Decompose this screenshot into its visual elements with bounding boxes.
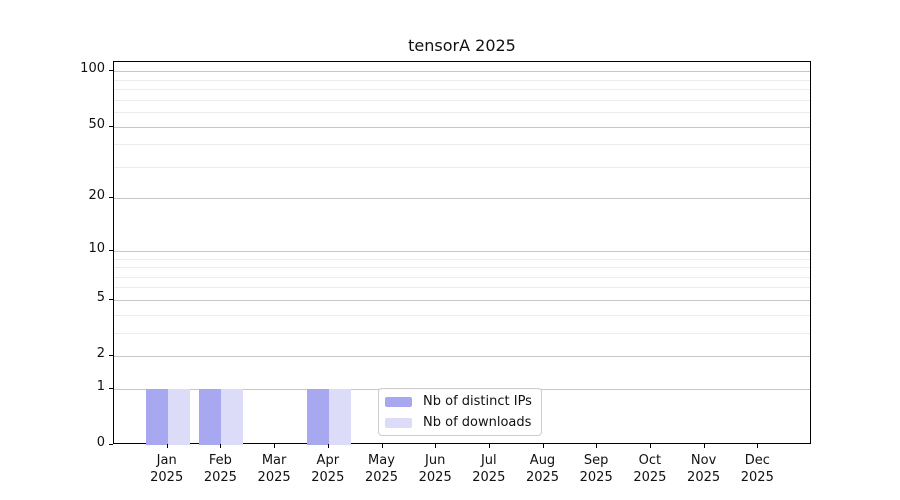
x-tick-label: Sep 2025	[579, 453, 613, 485]
major-gridline	[114, 250, 810, 252]
y-tick-label: 1	[96, 378, 105, 394]
x-tick-label: Jan 2025	[150, 453, 184, 485]
y-tick-label: 10	[88, 240, 105, 256]
x-tick-mark	[274, 444, 276, 448]
bar-downloads-month-0	[167, 388, 190, 445]
legend-item-downloads: Nb of downloads	[385, 412, 541, 433]
x-tick-mark	[220, 444, 222, 448]
bar-distinct-ips-month-1	[199, 388, 222, 445]
minor-gridline	[114, 332, 810, 334]
x-tick-mark	[435, 444, 437, 448]
legend-label-distinct-ips: Nb of distinct IPs	[423, 394, 532, 409]
x-tick-mark	[649, 444, 651, 448]
major-gridline	[114, 299, 810, 301]
x-tick-label: Jul 2025	[472, 453, 506, 485]
x-tick-mark	[381, 444, 383, 448]
major-gridline	[114, 356, 810, 357]
y-tick-label: 50	[88, 116, 105, 132]
minor-gridline	[114, 89, 810, 90]
x-tick-label: Apr 2025	[311, 453, 345, 485]
major-gridline	[114, 126, 810, 128]
x-tick-mark	[488, 444, 490, 448]
x-tick-label: Aug 2025	[525, 453, 560, 485]
y-tick-mark	[109, 444, 113, 445]
bar-downloads-month-3	[328, 388, 351, 445]
y-tick-label: 0	[96, 435, 105, 450]
x-tick-mark	[596, 444, 598, 448]
y-tick-mark	[109, 249, 113, 251]
minor-gridline	[114, 166, 810, 168]
minor-gridline	[114, 144, 810, 146]
chart-title: tensorA 2025	[408, 36, 516, 55]
legend-label-downloads: Nb of downloads	[423, 415, 532, 430]
y-tick-label: 2	[96, 346, 105, 361]
y-tick-mark	[109, 387, 113, 389]
minor-gridline	[114, 287, 810, 289]
y-tick-mark	[109, 298, 113, 300]
x-tick-mark	[166, 444, 168, 448]
minor-gridline	[114, 99, 810, 101]
bar-downloads-month-1	[221, 388, 244, 445]
bar-distinct-ips-month-0	[145, 388, 168, 445]
x-tick-label: Feb 2025	[203, 453, 237, 485]
minor-gridline	[114, 258, 810, 260]
legend-swatch-downloads	[385, 417, 412, 428]
y-tick-mark	[109, 355, 113, 356]
y-tick-label: 20	[88, 188, 105, 204]
minor-gridline	[114, 267, 810, 268]
y-tick-mark	[109, 70, 113, 72]
minor-gridline	[114, 314, 810, 316]
minor-gridline	[114, 79, 810, 81]
legend-swatch-distinct-ips	[385, 396, 412, 407]
plot-area	[113, 61, 811, 445]
major-gridline	[114, 198, 810, 200]
x-tick-label: Dec 2025	[740, 453, 774, 485]
y-tick-mark	[109, 125, 113, 127]
legend: Nb of distinct IPs Nb of downloads	[378, 388, 542, 436]
major-gridline	[114, 71, 810, 73]
x-tick-label: Jun 2025	[418, 453, 452, 485]
legend-item-distinct-ips: Nb of distinct IPs	[385, 391, 541, 412]
y-tick-mark	[109, 197, 113, 199]
minor-gridline	[114, 111, 810, 113]
bar-distinct-ips-month-3	[306, 388, 329, 445]
x-tick-mark	[542, 444, 544, 448]
x-tick-mark	[757, 444, 759, 448]
x-tick-label: Oct 2025	[633, 453, 667, 485]
x-tick-mark	[327, 444, 329, 448]
y-tick-label: 100	[80, 61, 105, 77]
minor-gridline	[114, 276, 810, 278]
x-tick-mark	[703, 444, 705, 448]
x-tick-label: Nov 2025	[687, 453, 721, 485]
x-tick-label: May 2025	[364, 453, 399, 485]
x-tick-label: Mar 2025	[257, 453, 291, 485]
y-tick-label: 5	[96, 289, 105, 305]
